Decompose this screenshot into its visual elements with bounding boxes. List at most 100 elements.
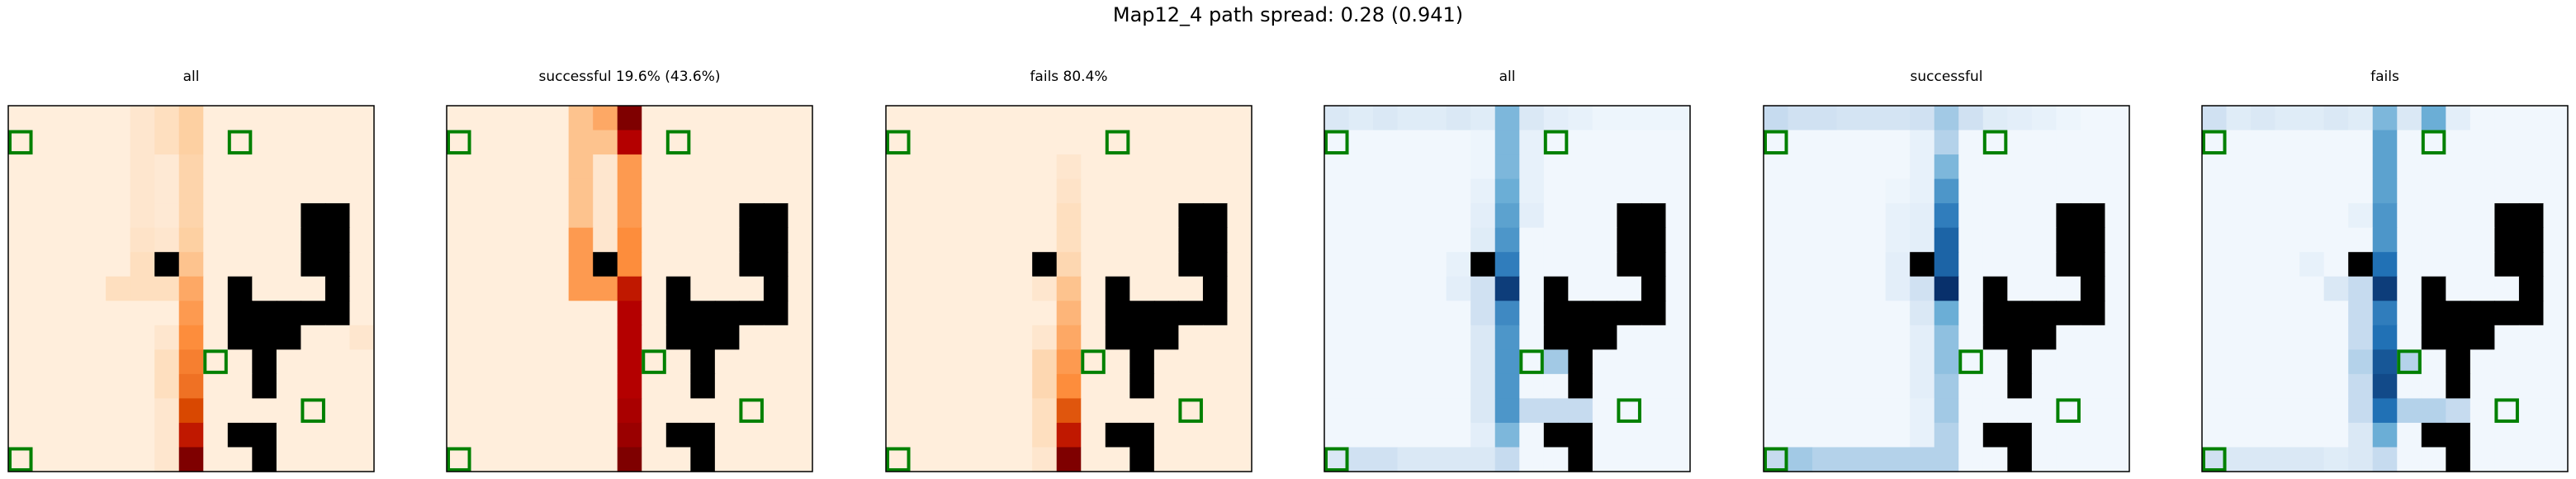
heatmap-cell: [2299, 447, 2325, 472]
heatmap-cell: [519, 301, 545, 326]
heatmap-cell: [154, 154, 180, 180]
heatmap-cell: [1934, 154, 1959, 180]
obstacle-cell: [2007, 325, 2033, 350]
heatmap-cell: [2397, 301, 2422, 326]
heatmap-cell: [2397, 276, 2422, 301]
heatmap-cell: [349, 422, 375, 448]
heatmap-cell: [2469, 178, 2495, 204]
heatmap-cell: [2299, 203, 2325, 229]
heatmap-cell: [178, 349, 204, 375]
heatmap-cell: [1617, 178, 1642, 204]
heatmap-cell: [1007, 373, 1033, 399]
heatmap-cell: [57, 325, 83, 350]
heatmap-cell: [910, 106, 935, 131]
obstacle-cell: [252, 422, 277, 448]
heatmap-cell: [1081, 325, 1106, 350]
heatmap-cell: [1519, 252, 1545, 277]
obstacle-cell: [227, 276, 253, 301]
obstacle-cell: [2446, 325, 2471, 350]
heatmap-cell: [203, 373, 229, 399]
heatmap-cell: [642, 130, 667, 155]
heatmap-cell: [178, 203, 204, 229]
heatmap-cell: [2543, 301, 2569, 326]
obstacle-cell: [2494, 203, 2520, 229]
heatmap-cell: [57, 130, 83, 155]
heatmap-cell: [1202, 178, 1229, 204]
heatmap-cell: [788, 178, 813, 204]
heatmap-cell: [1397, 398, 1423, 424]
heatmap-cell: [1641, 447, 1667, 472]
heatmap-cell: [349, 178, 375, 204]
heatmap-cell: [2421, 227, 2446, 253]
target-marker: [447, 130, 471, 155]
obstacle-cell: [1617, 227, 1642, 253]
heatmap-cell: [617, 130, 642, 155]
heatmap-cell: [1982, 203, 2008, 229]
heatmap-cell: [739, 130, 765, 155]
obstacle-cell: [690, 447, 716, 472]
heatmap-cell: [57, 447, 83, 472]
target-marker: [203, 349, 228, 374]
heatmap-cell: [106, 373, 131, 399]
heatmap-cell: [2421, 447, 2446, 472]
obstacle-cell: [2056, 227, 2081, 253]
heatmap-cell: [642, 178, 667, 204]
heatmap-cell: [447, 178, 472, 204]
heatmap-cell: [2251, 398, 2276, 424]
heatmap-cell: [1788, 203, 1813, 229]
heatmap-cell: [2348, 227, 2374, 253]
heatmap-cell: [471, 301, 496, 326]
heatmap-cell: [1373, 252, 1399, 277]
heatmap-cell: [2446, 252, 2471, 277]
heatmap-cell: [227, 106, 253, 131]
heatmap-cell: [2202, 447, 2228, 472]
heatmap-cell: [1153, 252, 1179, 277]
heatmap-cell: [178, 398, 204, 424]
heatmap-cell: [544, 373, 570, 399]
heatmap-cell: [1446, 373, 1471, 399]
heatmap-cell: [1764, 252, 1789, 277]
heatmap-cell: [739, 106, 765, 131]
heatmap-cell: [1227, 301, 1252, 326]
heatmap-cell: [1836, 106, 1862, 131]
heatmap-cell: [1056, 203, 1082, 229]
panel-title: successful: [1911, 69, 1983, 85]
obstacle-cell: [1641, 252, 1667, 277]
heatmap-cell: [2299, 398, 2325, 424]
heatmap-cell: [617, 447, 642, 472]
heatmap-cell: [1105, 203, 1130, 229]
obstacle-cell: [2421, 276, 2446, 301]
heatmap-cell: [593, 447, 618, 472]
heatmap-cell: [1836, 252, 1862, 277]
heatmap-cell: [1373, 422, 1399, 448]
heatmap-cell: [2372, 422, 2398, 448]
heatmap-cell: [519, 276, 545, 301]
heatmap-cell: [8, 373, 34, 399]
heatmap-cell: [8, 447, 34, 472]
heatmap-cell: [203, 130, 229, 155]
heatmap-cell: [1081, 276, 1106, 301]
heatmap-cell: [1592, 422, 1617, 448]
heatmap-cell: [471, 203, 496, 229]
heatmap-cell: [2543, 252, 2569, 277]
heatmap-cell: [1885, 447, 1911, 472]
heatmap-cell: [2299, 422, 2325, 448]
heatmap-cell: [2251, 154, 2276, 180]
heatmap-cell: [154, 106, 180, 131]
heatmap-cell: [983, 106, 1009, 131]
heatmap-cell: [1129, 276, 1155, 301]
obstacle-cell: [665, 276, 691, 301]
heatmap-cell: [2494, 154, 2520, 180]
obstacle-cell: [2469, 325, 2495, 350]
heatmap-cell: [568, 130, 594, 155]
heatmap-cell: [1934, 301, 1959, 326]
heatmap-cell: [1202, 398, 1229, 424]
heatmap-cell: [32, 325, 58, 350]
obstacle-cell: [2446, 373, 2471, 399]
heatmap-cell: [983, 154, 1009, 180]
heatmap-cell: [959, 203, 984, 229]
heatmap-cell: [2056, 398, 2081, 424]
heatmap-cell: [2421, 154, 2446, 180]
heatmap-cell: [1397, 178, 1423, 204]
heatmap-cell: [886, 349, 912, 375]
